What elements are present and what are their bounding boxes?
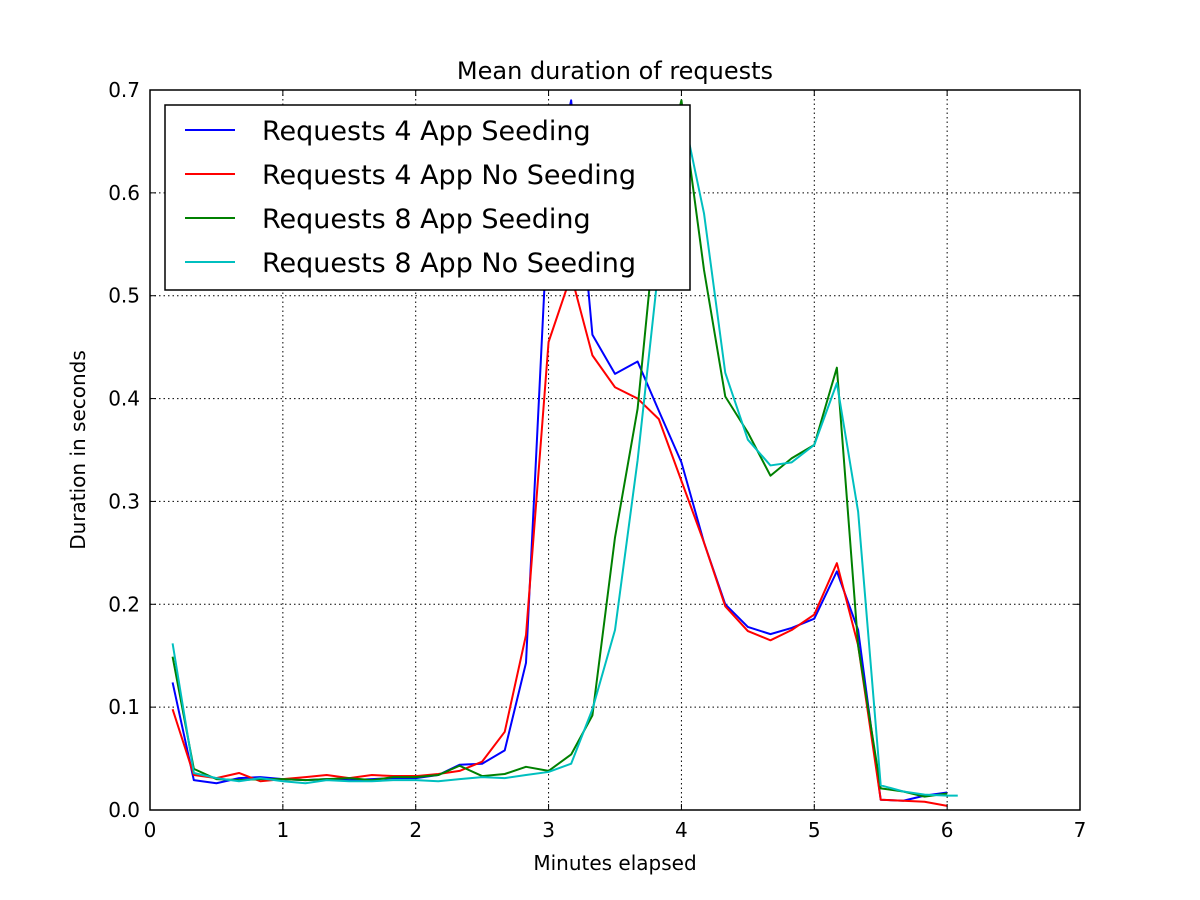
legend: Requests 4 App Seeding Requests 4 App No … xyxy=(164,104,691,291)
x-tick-label: 1 xyxy=(276,818,289,842)
x-tick-label: 2 xyxy=(409,818,422,842)
axes-frame xyxy=(149,89,1081,811)
x-tick-label: 3 xyxy=(542,818,555,842)
x-tick-label: 0 xyxy=(144,818,157,842)
x-tick-label: 7 xyxy=(1074,818,1087,842)
y-tick-label: 0.4 xyxy=(108,387,140,411)
grid xyxy=(150,90,1080,810)
y-tick-label: 0.3 xyxy=(108,489,140,513)
chart-title: Mean duration of requests xyxy=(457,57,773,85)
x-axis-label: Minutes elapsed xyxy=(533,851,696,875)
legend-label-3: Requests 8 App Seeding xyxy=(262,204,591,235)
y-tick-label: 0.2 xyxy=(108,592,140,616)
legend-label-2: Requests 4 App No Seeding xyxy=(262,160,636,191)
series-line-2 xyxy=(171,274,948,807)
legend-label-4: Requests 8 App No Seeding xyxy=(262,248,636,279)
x-tick-label: 4 xyxy=(675,818,688,842)
y-tick-label: 0.1 xyxy=(108,695,140,719)
legend-box xyxy=(164,104,691,291)
legend-label-1: Requests 4 App Seeding xyxy=(262,116,591,147)
y-axis-label: Duration in seconds xyxy=(66,350,90,550)
series-line-4 xyxy=(171,104,958,797)
x-tick-label: 5 xyxy=(808,818,821,842)
y-tick-label: 0.6 xyxy=(108,181,140,205)
plot-area xyxy=(171,99,958,807)
y-tick-label: 0.7 xyxy=(108,78,140,102)
axis-ticks: 0 1 2 3 4 5 6 7 0.0 0.1 0.2 0.3 0.4 0.5 0.6 0.7 xyxy=(108,78,1086,842)
x-tick-label: 6 xyxy=(941,818,954,842)
y-tick-label: 0.5 xyxy=(108,284,140,308)
y-tick-label: 0.0 xyxy=(108,798,140,822)
